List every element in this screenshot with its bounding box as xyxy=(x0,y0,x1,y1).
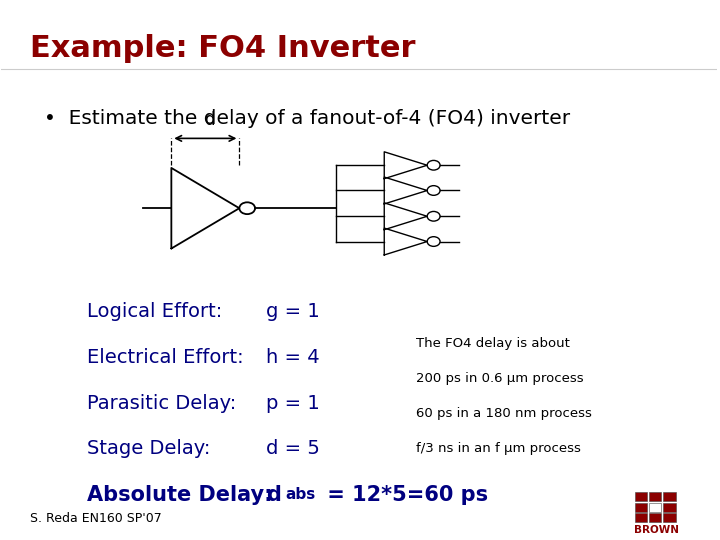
Text: Electrical Effort:: Electrical Effort: xyxy=(87,348,244,367)
Bar xyxy=(663,503,675,512)
Text: S. Reda EN160 SP'07: S. Reda EN160 SP'07 xyxy=(30,512,162,525)
Bar xyxy=(649,514,661,523)
Text: Stage Delay:: Stage Delay: xyxy=(87,439,211,458)
Text: Absolute Delay:: Absolute Delay: xyxy=(87,485,273,505)
Bar xyxy=(635,514,647,523)
Text: •  Estimate the delay of a fanout-of-4 (FO4) inverter: • Estimate the delay of a fanout-of-4 (F… xyxy=(45,109,570,128)
Bar xyxy=(663,492,675,501)
Text: abs: abs xyxy=(286,487,316,502)
Text: p = 1: p = 1 xyxy=(266,394,320,413)
Text: g = 1: g = 1 xyxy=(266,302,320,321)
Text: h = 4: h = 4 xyxy=(266,348,320,367)
Text: Example: FO4 Inverter: Example: FO4 Inverter xyxy=(30,33,415,63)
Text: = 12*5=60 ps: = 12*5=60 ps xyxy=(320,485,488,505)
Text: d = 5: d = 5 xyxy=(266,439,320,458)
Text: 60 ps in a 180 nm process: 60 ps in a 180 nm process xyxy=(416,407,593,420)
Text: The FO4 delay is about: The FO4 delay is about xyxy=(416,337,570,350)
Text: 200 ps in 0.6 μm process: 200 ps in 0.6 μm process xyxy=(416,372,584,385)
Text: f/3 ns in an f μm process: f/3 ns in an f μm process xyxy=(416,442,581,455)
Bar xyxy=(635,503,647,512)
Bar xyxy=(649,503,661,512)
Text: Parasitic Delay:: Parasitic Delay: xyxy=(87,394,236,413)
Bar xyxy=(663,514,675,523)
Bar xyxy=(635,492,647,501)
Text: d: d xyxy=(204,111,214,129)
Text: d: d xyxy=(266,485,281,505)
Bar xyxy=(649,492,661,501)
Text: Logical Effort:: Logical Effort: xyxy=(87,302,222,321)
Text: BROWN: BROWN xyxy=(634,525,679,535)
